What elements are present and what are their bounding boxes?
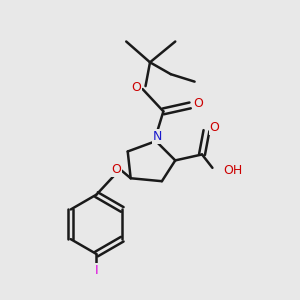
Text: O: O bbox=[131, 81, 141, 94]
Text: I: I bbox=[95, 264, 98, 277]
Text: N: N bbox=[153, 130, 162, 143]
Text: O: O bbox=[111, 163, 121, 176]
Text: OH: OH bbox=[223, 164, 242, 177]
Text: O: O bbox=[210, 121, 219, 134]
Text: O: O bbox=[194, 98, 203, 110]
